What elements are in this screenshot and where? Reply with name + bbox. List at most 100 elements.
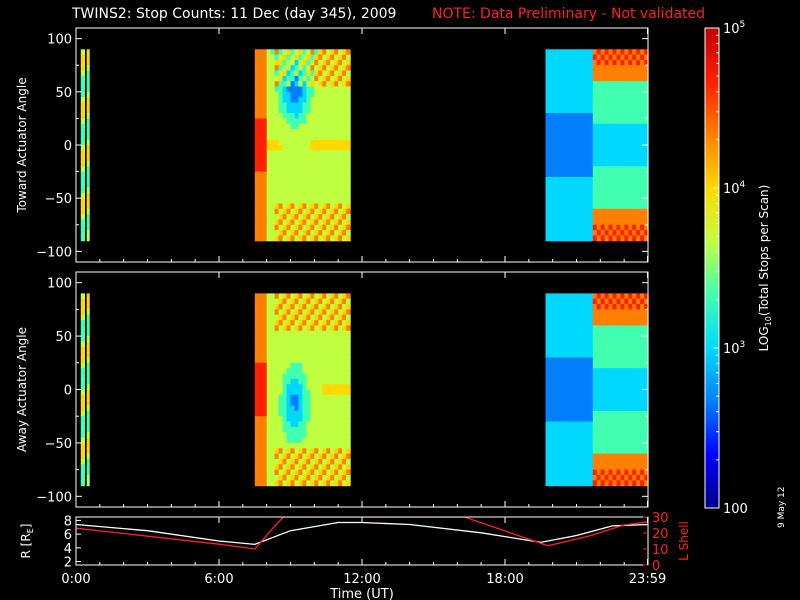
heatmap-cell (565, 118, 570, 125)
heatmap-cell (588, 293, 594, 300)
heatmap-cell (278, 113, 284, 119)
heatmap-cell (553, 203, 558, 210)
heatmap-cell (644, 373, 649, 380)
heatmap-cell (565, 298, 570, 305)
heatmap-cell (565, 192, 570, 199)
heatmap-cell (306, 378, 311, 385)
heatmap-cell (545, 49, 550, 56)
heatmap-cell (302, 336, 307, 342)
heatmap-cell (278, 426, 284, 433)
heatmap-cell (270, 368, 276, 374)
heatmap-cell (346, 65, 351, 72)
heatmap-cell (318, 314, 323, 321)
heatmap-cell (557, 410, 562, 417)
heatmap-cell (306, 107, 311, 114)
heatmap-cell (314, 171, 319, 178)
heatmap-cell (298, 134, 303, 141)
heatmap-cell (604, 405, 610, 412)
heatmap-cell (557, 91, 562, 98)
heatmap-cell (588, 118, 594, 125)
heatmap-cell (80, 75, 85, 82)
heatmap-cell (338, 75, 343, 82)
heatmap-cell (588, 49, 594, 56)
heatmap-cell (628, 208, 633, 215)
heatmap-cell (322, 166, 327, 173)
heatmap-cell (314, 65, 319, 72)
heatmap-cell (330, 145, 335, 151)
heatmap-cell (584, 70, 590, 77)
heatmap-cell (314, 230, 319, 236)
heatmap-cell (282, 458, 288, 465)
heatmap-cell (298, 304, 303, 310)
heatmap-cell (294, 421, 300, 428)
heatmap-cell (346, 373, 351, 380)
heatmap-cell (258, 448, 264, 455)
heatmap-cell (608, 118, 614, 125)
heatmap-cell (565, 309, 570, 316)
heatmap-cell (620, 123, 625, 130)
heatmap-cell (604, 368, 610, 374)
heatmap-cell (644, 453, 649, 460)
heatmap-cell (286, 368, 292, 374)
heatmap-cell (573, 357, 578, 364)
heatmap-cell (581, 405, 586, 412)
heatmap-cell (274, 346, 280, 353)
heatmap-cell (342, 346, 347, 353)
heatmap-cell (573, 475, 578, 481)
heatmap-cell (254, 437, 260, 444)
y-tick-label: 2 (64, 556, 72, 571)
heatmap-cell (628, 134, 633, 141)
heatmap-cell (577, 86, 582, 93)
heatmap-cell (334, 464, 339, 471)
heatmap-cell (80, 91, 85, 98)
heatmap-cell (616, 176, 621, 183)
heatmap-cell (561, 219, 566, 226)
heatmap-cell (573, 384, 578, 391)
heatmap-cell (644, 320, 649, 326)
heatmap-cell (561, 102, 566, 109)
heatmap-cell (549, 230, 554, 236)
heatmap-cell (604, 230, 610, 236)
heatmap-cell (628, 145, 633, 151)
heatmap-cell (278, 134, 284, 141)
heatmap-cell (588, 330, 594, 337)
heatmap-cell (581, 458, 586, 465)
heatmap-cell (86, 293, 90, 300)
heatmap-cell (549, 469, 554, 476)
heatmap-cell (557, 145, 562, 151)
heatmap-cell (640, 150, 645, 157)
heatmap-cell (573, 325, 578, 332)
heatmap-cell (608, 432, 614, 439)
heatmap-cell (557, 346, 562, 353)
heatmap-cell (604, 219, 610, 226)
heatmap-cell (600, 464, 606, 471)
heatmap-cell (346, 203, 351, 210)
heatmap-cell (270, 150, 276, 157)
heatmap-cell (258, 394, 264, 401)
heatmap-cell (644, 442, 649, 449)
heatmap-cell (286, 432, 292, 439)
heatmap-cell (565, 320, 570, 326)
heatmap-cell (306, 86, 311, 93)
heatmap-cell (282, 219, 288, 226)
heatmap-cell (644, 314, 649, 321)
heatmap-cell (322, 161, 327, 167)
heatmap-cell (573, 208, 578, 215)
heatmap-cell (569, 123, 574, 130)
heatmap-cell (306, 384, 311, 391)
heatmap-cell (326, 346, 331, 353)
heatmap-cell (286, 155, 292, 162)
heatmap-cell (306, 54, 311, 61)
heatmap-cell (322, 230, 327, 236)
heatmap-cell (640, 65, 645, 72)
heatmap-cell (584, 458, 590, 465)
heatmap-cell (294, 97, 300, 103)
heatmap-cell (326, 480, 331, 487)
heatmap-cell (545, 336, 550, 342)
heatmap-cell (640, 219, 645, 226)
heatmap-cell (342, 442, 347, 449)
heatmap-cell (636, 352, 641, 358)
heatmap-cell (346, 75, 351, 82)
heatmap-cell (310, 182, 315, 189)
heatmap-cell (278, 91, 284, 98)
